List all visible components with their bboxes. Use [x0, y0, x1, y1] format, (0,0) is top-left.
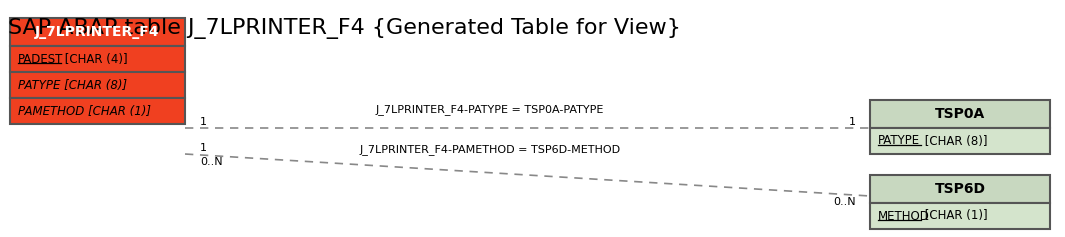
Text: [CHAR (8)]: [CHAR (8)] [921, 135, 987, 147]
Bar [870, 128, 1050, 154]
Text: METHOD: METHOD [878, 210, 930, 223]
Bar [870, 203, 1050, 229]
Bar [870, 175, 1050, 203]
Text: 1: 1 [200, 117, 207, 127]
Text: 1: 1 [849, 117, 856, 127]
Text: [CHAR (1)]: [CHAR (1)] [921, 210, 988, 223]
Text: 0..N: 0..N [834, 197, 856, 207]
Text: TSP6D: TSP6D [934, 182, 985, 196]
Text: SAP ABAP table J_7LPRINTER_F4 {Generated Table for View}: SAP ABAP table J_7LPRINTER_F4 {Generated… [9, 18, 681, 39]
Text: 0..N: 0..N [200, 157, 223, 167]
Text: 1: 1 [200, 143, 207, 153]
Text: PATYPE: PATYPE [878, 135, 920, 147]
Bar [870, 100, 1050, 128]
Text: [CHAR (4)]: [CHAR (4)] [61, 53, 128, 65]
Text: J_7LPRINTER_F4-PAMETHOD = TSP6D-METHOD: J_7LPRINTER_F4-PAMETHOD = TSP6D-METHOD [359, 144, 621, 155]
Text: J_7LPRINTER_F4: J_7LPRINTER_F4 [35, 25, 160, 39]
Text: J_7LPRINTER_F4-PATYPE = TSP0A-PATYPE: J_7LPRINTER_F4-PATYPE = TSP0A-PATYPE [376, 104, 604, 115]
Bar [10, 18, 185, 46]
Text: TSP0A: TSP0A [935, 107, 985, 121]
Bar [10, 72, 185, 98]
Bar [10, 98, 185, 124]
Text: PATYPE [CHAR (8)]: PATYPE [CHAR (8)] [18, 78, 127, 91]
Text: PADEST: PADEST [18, 53, 64, 65]
Bar [10, 46, 185, 72]
Text: PAMETHOD [CHAR (1)]: PAMETHOD [CHAR (1)] [18, 105, 151, 118]
